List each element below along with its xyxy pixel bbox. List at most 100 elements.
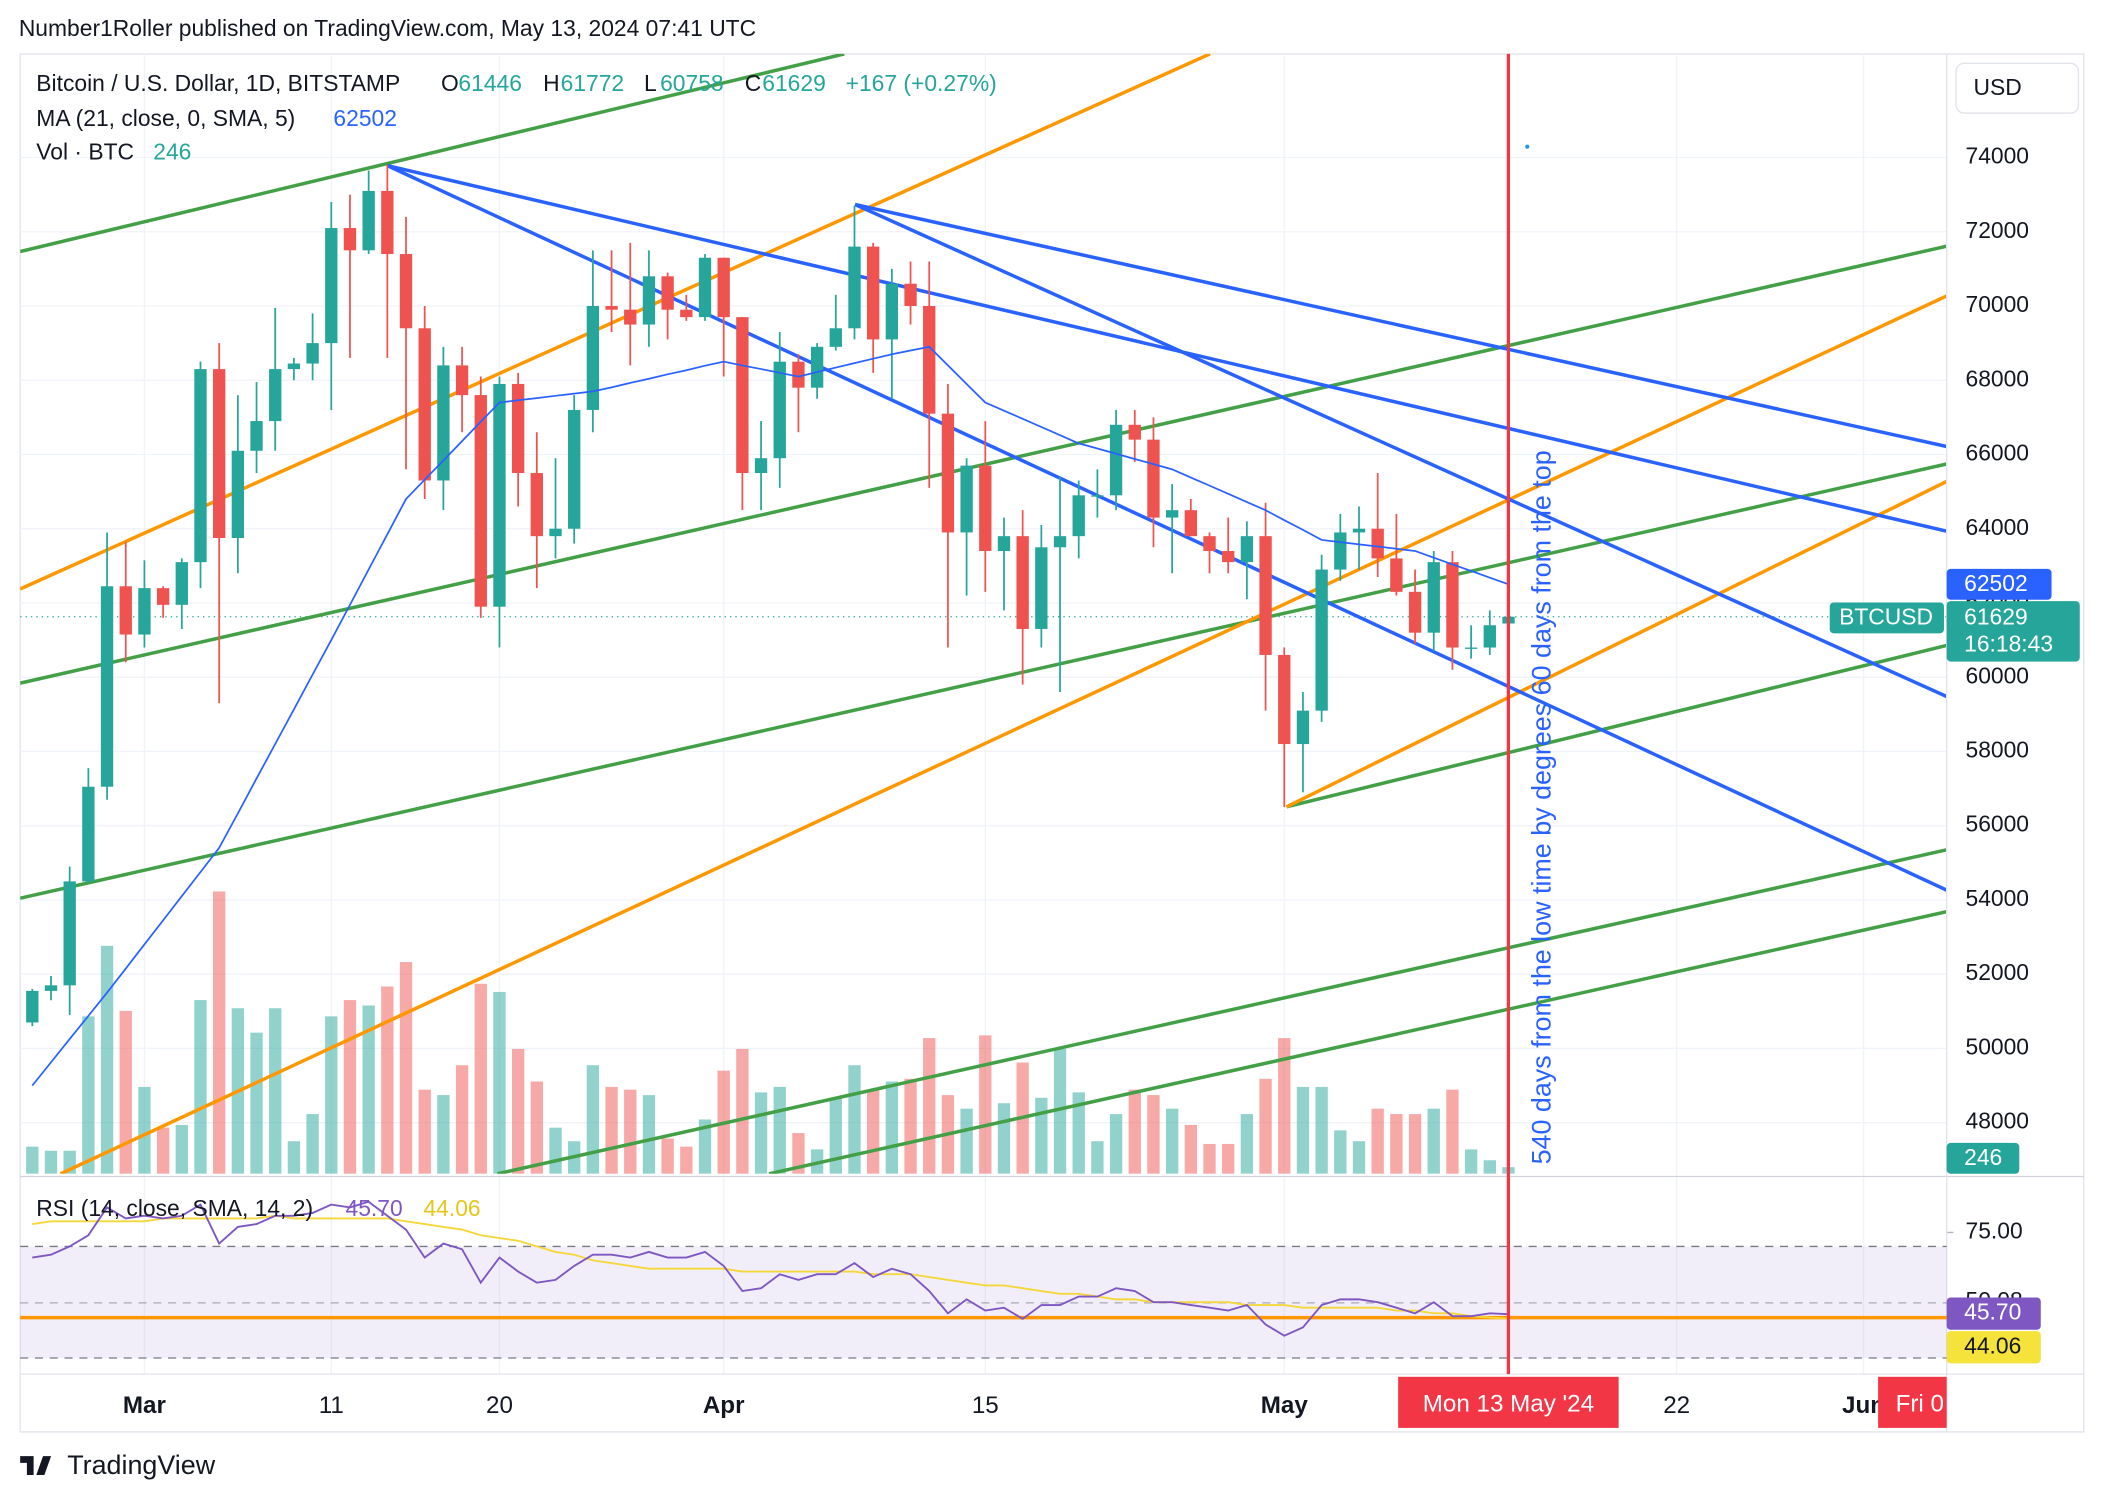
candle-body [1203,536,1216,552]
candle-body [26,990,39,1023]
candle-body [1016,536,1029,629]
volume-bar [362,1005,375,1174]
candle-body [923,305,936,414]
volume-bar [399,962,413,1174]
volume-bar [250,1032,263,1174]
trend-line [20,462,1947,900]
volume-bar [1427,1108,1440,1174]
rsi-line [32,1200,1509,1337]
y-tick-label: 68000 [1965,365,2029,391]
volume-bar [1464,1149,1478,1174]
candle-body [1464,647,1478,649]
volume-bar [661,1138,674,1174]
candle-body [63,881,76,986]
volume-bar [1352,1141,1366,1174]
symbol-label: BTCUSD [1839,604,1933,630]
candle-body [1446,562,1459,648]
rsi-layer [20,1200,1947,1359]
rsi-box [1946,1297,2041,1330]
y-tick-label: 72000 [1965,217,2029,243]
volume-bar [1203,1143,1216,1174]
trend-line [768,909,1947,1174]
volume-bar [1184,1124,1197,1174]
candle-body [1278,654,1291,745]
candle-body [1334,532,1347,570]
grid-layer: 4800050000520005400056000580006000062000… [20,53,2029,1375]
rsi-lines [32,1200,1509,1337]
legend-title: Bitcoin / U.S. Dollar, 1D, BITSTAMP [36,70,400,96]
volume-bar [44,1150,58,1174]
ma-price-label: 62502 [1964,570,2028,596]
candle-body [885,283,899,340]
candle-body [810,346,824,388]
candle-body [605,305,618,310]
footer-logo: TradingView [20,1450,216,1480]
volume-box [1946,1142,2020,1174]
candle-body [1240,536,1254,563]
legend-letter: C [745,70,762,96]
volume-bar [979,1035,992,1174]
volume-bar [586,1065,600,1174]
candle-body [624,309,637,325]
candle-body [231,450,245,539]
y-tick-label: 74000 [1965,143,2029,169]
candle-body [399,254,413,329]
candle-body [941,413,955,533]
candle-body [1053,536,1067,548]
volume-bar [1259,1078,1272,1174]
y-tick-label: 70000 [1965,291,2029,317]
candle-body [848,246,861,329]
cursor-date: Mon 13 May '24 [1423,1390,1594,1417]
candle-body [1072,495,1085,537]
candle-body [792,361,805,388]
candle-body [474,395,487,607]
footer-brand: TradingView [67,1450,215,1480]
volume-bar [642,1095,656,1174]
candle-body [549,528,562,537]
volume-bar [1390,1114,1403,1174]
volume-bar [1446,1089,1459,1174]
end-date-box [1878,1376,1947,1428]
volume-bar [1371,1108,1384,1174]
price-label: 61629 [1964,604,2028,630]
trend-line [59,294,1947,1174]
volume-bar [437,1095,450,1174]
volume-bar [773,1086,786,1174]
end-date: Fri 0 [1896,1390,1944,1417]
volume-bar [904,1078,917,1174]
candle-body [1128,424,1141,440]
candle-body [680,309,693,318]
candle-body [1035,547,1048,629]
candle-body [1296,710,1310,745]
volume-bar [1222,1143,1235,1174]
volume-bar [829,1097,842,1174]
trend-line [854,202,1947,449]
candle-body [717,257,730,318]
volume-bar [792,1133,805,1174]
volume-bar [754,1092,768,1174]
candle-body [119,586,132,635]
candle-body [381,190,394,255]
volume-bar [867,1089,880,1174]
volume-bar [680,1146,693,1174]
volume-bar [736,1048,749,1174]
y-tick-label: 66000 [1965,440,2029,466]
legend-letter: H [543,70,560,96]
volume-bar [287,1141,301,1174]
y-tick-label: 64000 [1965,514,2029,540]
candle-body [1222,551,1235,563]
candle-body [1091,495,1104,497]
volume-bar [455,1065,469,1174]
candle-body [325,228,338,344]
candle-body [586,305,600,410]
volume-bar [605,1086,618,1174]
ma-last: 62502 [333,105,397,131]
volume-bar [885,1081,899,1174]
published-line: Number1Roller published on TradingView.c… [19,15,756,41]
candle-body [343,228,357,251]
volume-bar [997,1103,1011,1174]
currency-button[interactable] [1955,62,2080,114]
volume-bar [100,945,114,1174]
volume-bar [1278,1038,1291,1174]
